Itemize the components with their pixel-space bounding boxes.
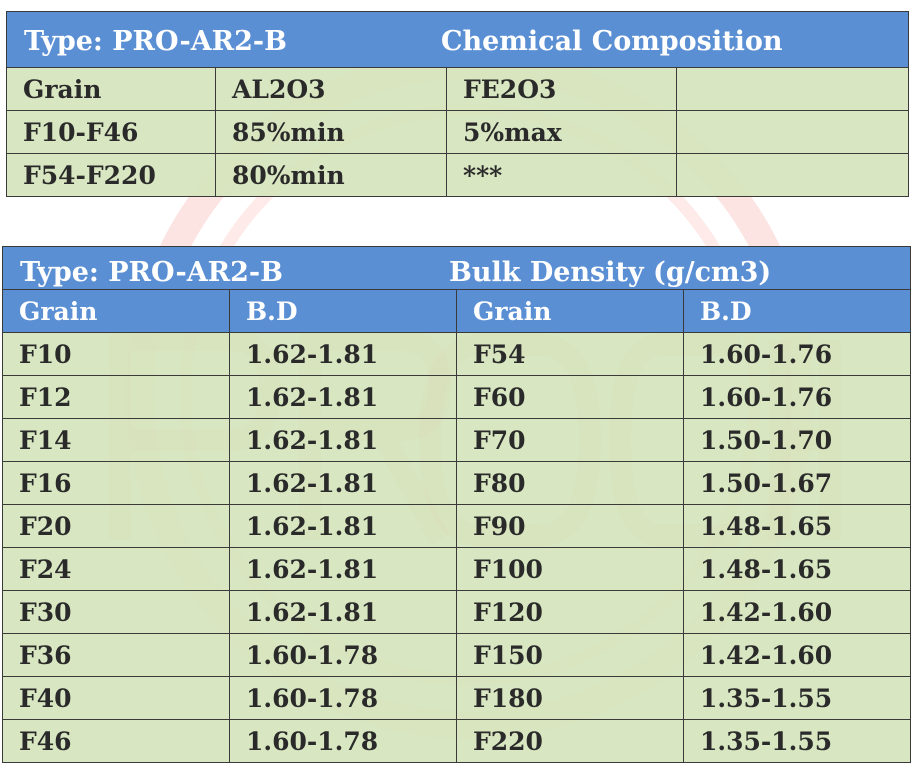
table-cell: F12 <box>2 375 230 419</box>
table-cell: 1.60-1.76 <box>683 332 911 376</box>
table-cell: 1.48-1.65 <box>683 547 911 591</box>
table-cell: 1.35-1.55 <box>683 676 911 720</box>
table-cell: 5%max <box>446 110 677 154</box>
table-cell: F30 <box>2 590 230 634</box>
table-cell: F10-F46 <box>6 110 216 154</box>
table-row: F30 1.62-1.81 F120 1.42-1.60 <box>2 590 911 634</box>
bulk-density-table: Type: PRO-AR2-B Bulk Density (g/cm3) Gra… <box>2 246 911 763</box>
table-cell: 1.35-1.55 <box>683 719 911 763</box>
table-row: F54-F220 80%min *** <box>6 153 909 197</box>
table-row: F16 1.62-1.81 F80 1.50-1.67 <box>2 461 911 505</box>
table-cell: F16 <box>2 461 230 505</box>
table-cell: F120 <box>456 590 684 634</box>
table-cell: 1.50-1.70 <box>683 418 911 462</box>
table-cell: 1.60-1.78 <box>229 676 457 720</box>
table-cell: 1.62-1.81 <box>229 332 457 376</box>
table-cell: 1.60-1.78 <box>229 719 457 763</box>
column-header: Grain <box>456 289 684 333</box>
table-cell: F180 <box>456 676 684 720</box>
table-row: F46 1.60-1.78 F220 1.35-1.55 <box>2 719 911 763</box>
table-cell: 1.62-1.81 <box>229 418 457 462</box>
table-cell: Grain <box>6 67 216 111</box>
density-title: Bulk Density (g/cm3) <box>449 257 772 288</box>
table-row: F14 1.62-1.81 F70 1.50-1.70 <box>2 418 911 462</box>
table-row: F40 1.60-1.78 F180 1.35-1.55 <box>2 676 911 720</box>
table-row: F10 1.62-1.81 F54 1.60-1.76 <box>2 332 911 376</box>
composition-header: Type: PRO-AR2-B Chemical Composition <box>6 11 909 68</box>
table-cell: F36 <box>2 633 230 677</box>
table-cell: 85%min <box>215 110 447 154</box>
table-cell: 1.50-1.67 <box>683 461 911 505</box>
density-header: Type: PRO-AR2-B Bulk Density (g/cm3) <box>2 246 911 290</box>
table-cell <box>676 110 909 154</box>
table-cell: 1.60-1.76 <box>683 375 911 419</box>
table-cell <box>676 67 909 111</box>
column-header: B.D <box>229 289 457 333</box>
composition-title: Chemical Composition <box>441 26 783 57</box>
table-cell: F150 <box>456 633 684 677</box>
table-cell: *** <box>446 153 677 197</box>
table-cell: 1.62-1.81 <box>229 504 457 548</box>
table-row: Grain AL2O3 FE2O3 <box>6 67 909 111</box>
table-row: F10-F46 85%min 5%max <box>6 110 909 154</box>
table-cell: F10 <box>2 332 230 376</box>
table-row: F12 1.62-1.81 F60 1.60-1.76 <box>2 375 911 419</box>
table-cell <box>676 153 909 197</box>
table-row: F24 1.62-1.81 F100 1.48-1.65 <box>2 547 911 591</box>
table-cell: F24 <box>2 547 230 591</box>
table-cell: F20 <box>2 504 230 548</box>
table-cell: FE2O3 <box>446 67 677 111</box>
density-type-label: Type: PRO-AR2-B <box>20 257 283 288</box>
column-header: Grain <box>2 289 230 333</box>
column-header: B.D <box>683 289 911 333</box>
table-cell: F54 <box>456 332 684 376</box>
table-cell: F80 <box>456 461 684 505</box>
column-header-row: Grain B.D Grain B.D <box>2 289 911 333</box>
table-cell: F220 <box>456 719 684 763</box>
table-cell: F40 <box>2 676 230 720</box>
table-cell: 1.42-1.60 <box>683 590 911 634</box>
table-row: F20 1.62-1.81 F90 1.48-1.65 <box>2 504 911 548</box>
table-cell: 1.42-1.60 <box>683 633 911 677</box>
table-cell: AL2O3 <box>215 67 447 111</box>
table-cell: 1.62-1.81 <box>229 590 457 634</box>
table-cell: 1.48-1.65 <box>683 504 911 548</box>
table-cell: F90 <box>456 504 684 548</box>
table-cell: 1.60-1.78 <box>229 633 457 677</box>
table-cell: 1.62-1.81 <box>229 375 457 419</box>
density-rows: F10 1.62-1.81 F54 1.60-1.76 F12 1.62-1.81 F60 1… <box>2 332 911 763</box>
table-cell: F54-F220 <box>6 153 216 197</box>
table-cell: 1.62-1.81 <box>229 547 457 591</box>
composition-type-label: Type: PRO-AR2-B <box>24 26 287 57</box>
table-cell: 80%min <box>215 153 447 197</box>
table-cell: F46 <box>2 719 230 763</box>
table-cell: F60 <box>456 375 684 419</box>
chemical-composition-table: Type: PRO-AR2-B Chemical Composition Gra… <box>6 11 909 197</box>
table-cell: F70 <box>456 418 684 462</box>
table-row: F36 1.60-1.78 F150 1.42-1.60 <box>2 633 911 677</box>
table-cell: F14 <box>2 418 230 462</box>
table-cell: 1.62-1.81 <box>229 461 457 505</box>
table-cell: F100 <box>456 547 684 591</box>
